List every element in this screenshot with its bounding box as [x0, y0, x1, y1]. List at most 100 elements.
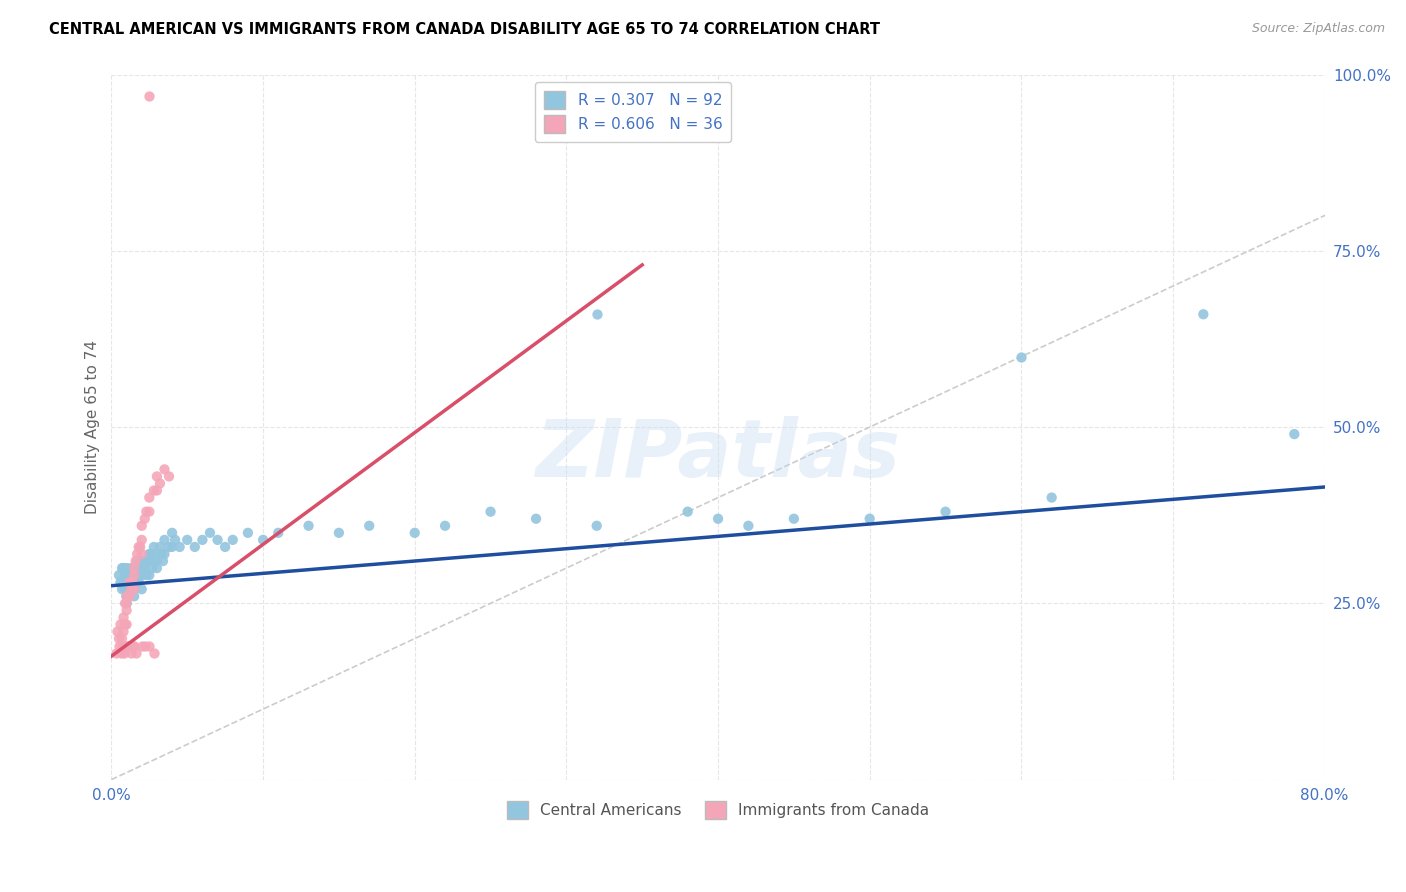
Point — [108, 568, 131, 582]
Point — [859, 512, 882, 526]
Point — [114, 639, 136, 653]
Point — [112, 646, 135, 660]
Point — [122, 568, 145, 582]
Point — [122, 639, 145, 653]
Point — [124, 646, 146, 660]
Point — [138, 639, 160, 653]
Point — [108, 639, 131, 653]
Point — [169, 540, 191, 554]
Point — [115, 589, 138, 603]
Point — [214, 540, 236, 554]
Point — [146, 483, 169, 498]
Point — [142, 540, 165, 554]
Point — [359, 518, 381, 533]
Point — [114, 617, 136, 632]
Point — [142, 483, 165, 498]
Point — [124, 575, 146, 590]
Point — [112, 575, 135, 590]
Point — [128, 575, 150, 590]
Point — [121, 639, 143, 653]
Point — [934, 505, 956, 519]
Point — [138, 88, 160, 103]
Point — [115, 568, 138, 582]
Point — [115, 582, 138, 597]
Point — [111, 639, 134, 653]
Point — [585, 518, 607, 533]
Point — [1192, 307, 1215, 321]
Point — [153, 533, 176, 547]
Point — [129, 540, 152, 554]
Point — [111, 632, 134, 646]
Point — [127, 547, 149, 561]
Point — [434, 518, 457, 533]
Point — [146, 547, 169, 561]
Point — [117, 639, 139, 653]
Point — [134, 639, 156, 653]
Point — [115, 617, 138, 632]
Point — [138, 568, 160, 582]
Point — [141, 561, 163, 575]
Point — [110, 646, 132, 660]
Point — [157, 540, 180, 554]
Point — [138, 547, 160, 561]
Point — [146, 561, 169, 575]
Point — [121, 568, 143, 582]
Point — [115, 561, 138, 575]
Point — [121, 575, 143, 590]
Point — [198, 525, 221, 540]
Point — [115, 596, 138, 610]
Point — [252, 533, 274, 547]
Point — [118, 575, 141, 590]
Text: CENTRAL AMERICAN VS IMMIGRANTS FROM CANADA DISABILITY AGE 65 TO 74 CORRELATION C: CENTRAL AMERICAN VS IMMIGRANTS FROM CANA… — [49, 22, 880, 37]
Point — [127, 568, 149, 582]
Point — [134, 554, 156, 568]
Point — [120, 582, 142, 597]
Point — [165, 533, 187, 547]
Point — [122, 561, 145, 575]
Point — [153, 462, 176, 476]
Point — [107, 624, 129, 639]
Point — [479, 505, 502, 519]
Point — [115, 589, 138, 603]
Point — [138, 554, 160, 568]
Point — [112, 610, 135, 624]
Point — [153, 547, 176, 561]
Point — [127, 554, 149, 568]
Point — [129, 568, 152, 582]
Point — [236, 525, 259, 540]
Point — [138, 491, 160, 505]
Point — [121, 575, 143, 590]
Point — [131, 568, 153, 582]
Point — [115, 596, 138, 610]
Point — [146, 554, 169, 568]
Point — [297, 518, 319, 533]
Point — [129, 554, 152, 568]
Point — [122, 582, 145, 597]
Point — [176, 533, 198, 547]
Point — [128, 561, 150, 575]
Point — [104, 646, 127, 660]
Point — [111, 561, 134, 575]
Point — [115, 596, 138, 610]
Point — [1040, 491, 1063, 505]
Text: Source: ZipAtlas.com: Source: ZipAtlas.com — [1251, 22, 1385, 36]
Point — [110, 617, 132, 632]
Point — [138, 505, 160, 519]
Point — [191, 533, 214, 547]
Point — [124, 561, 146, 575]
Point — [114, 596, 136, 610]
Point — [142, 554, 165, 568]
Point — [131, 547, 153, 561]
Point — [131, 518, 153, 533]
Point — [124, 554, 146, 568]
Point — [122, 561, 145, 575]
Point — [120, 582, 142, 597]
Point — [114, 568, 136, 582]
Point — [122, 589, 145, 603]
Point — [108, 632, 131, 646]
Point — [207, 533, 229, 547]
Point — [120, 575, 142, 590]
Point — [267, 525, 290, 540]
Point — [707, 512, 730, 526]
Point — [112, 561, 135, 575]
